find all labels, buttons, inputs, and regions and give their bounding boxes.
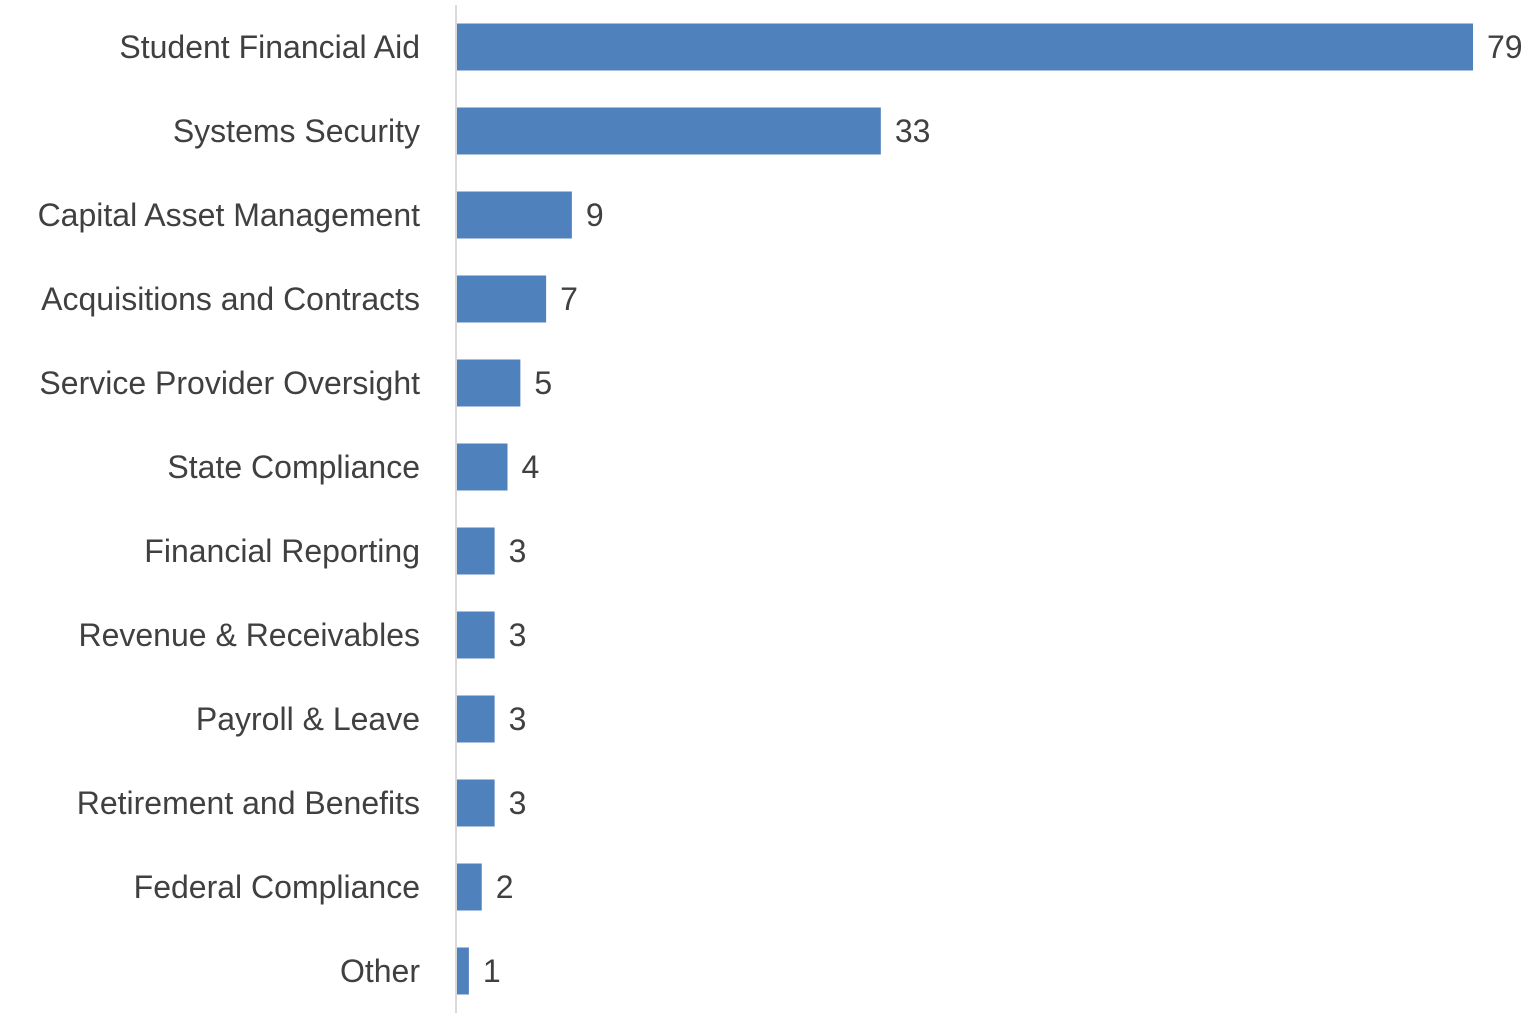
category-label: Retirement and Benefits: [77, 785, 420, 821]
bar: [456, 695, 495, 743]
data-label: 3: [509, 617, 527, 653]
bar: [456, 359, 521, 407]
bar: [456, 947, 469, 995]
category-label: Systems Security: [173, 113, 420, 149]
data-label: 3: [509, 533, 527, 569]
category-label: Revenue & Receivables: [78, 617, 420, 653]
category-label: Acquisitions and Contracts: [41, 281, 420, 317]
category-label: Payroll & Leave: [196, 701, 420, 737]
bar: [456, 779, 495, 827]
category-label: Financial Reporting: [144, 533, 420, 569]
category-label: Student Financial Aid: [119, 29, 420, 65]
category-label: Federal Compliance: [134, 869, 420, 905]
bar: [456, 107, 881, 155]
bar: [456, 863, 482, 911]
bar: [456, 275, 547, 323]
data-label: 9: [586, 197, 604, 233]
category-label: Service Provider Oversight: [39, 365, 420, 401]
data-label: 79: [1487, 29, 1523, 65]
category-label: State Compliance: [167, 449, 420, 485]
bar: [456, 23, 1473, 71]
category-label: Capital Asset Management: [38, 197, 421, 233]
category-label: Other: [340, 953, 420, 989]
bar: [456, 191, 572, 239]
category-labels-group: Student Financial Aid Systems Security Cap…: [38, 29, 421, 989]
data-label: 2: [496, 869, 514, 905]
bar: [456, 611, 495, 659]
data-label: 3: [509, 701, 527, 737]
data-label: 7: [560, 281, 578, 317]
data-label: 3: [509, 785, 527, 821]
bar: [456, 527, 495, 575]
data-label: 1: [483, 953, 501, 989]
data-label: 33: [895, 113, 931, 149]
bars-group: [456, 23, 1473, 995]
data-label: 5: [534, 365, 552, 401]
data-label: 4: [521, 449, 539, 485]
bar: [456, 443, 508, 491]
